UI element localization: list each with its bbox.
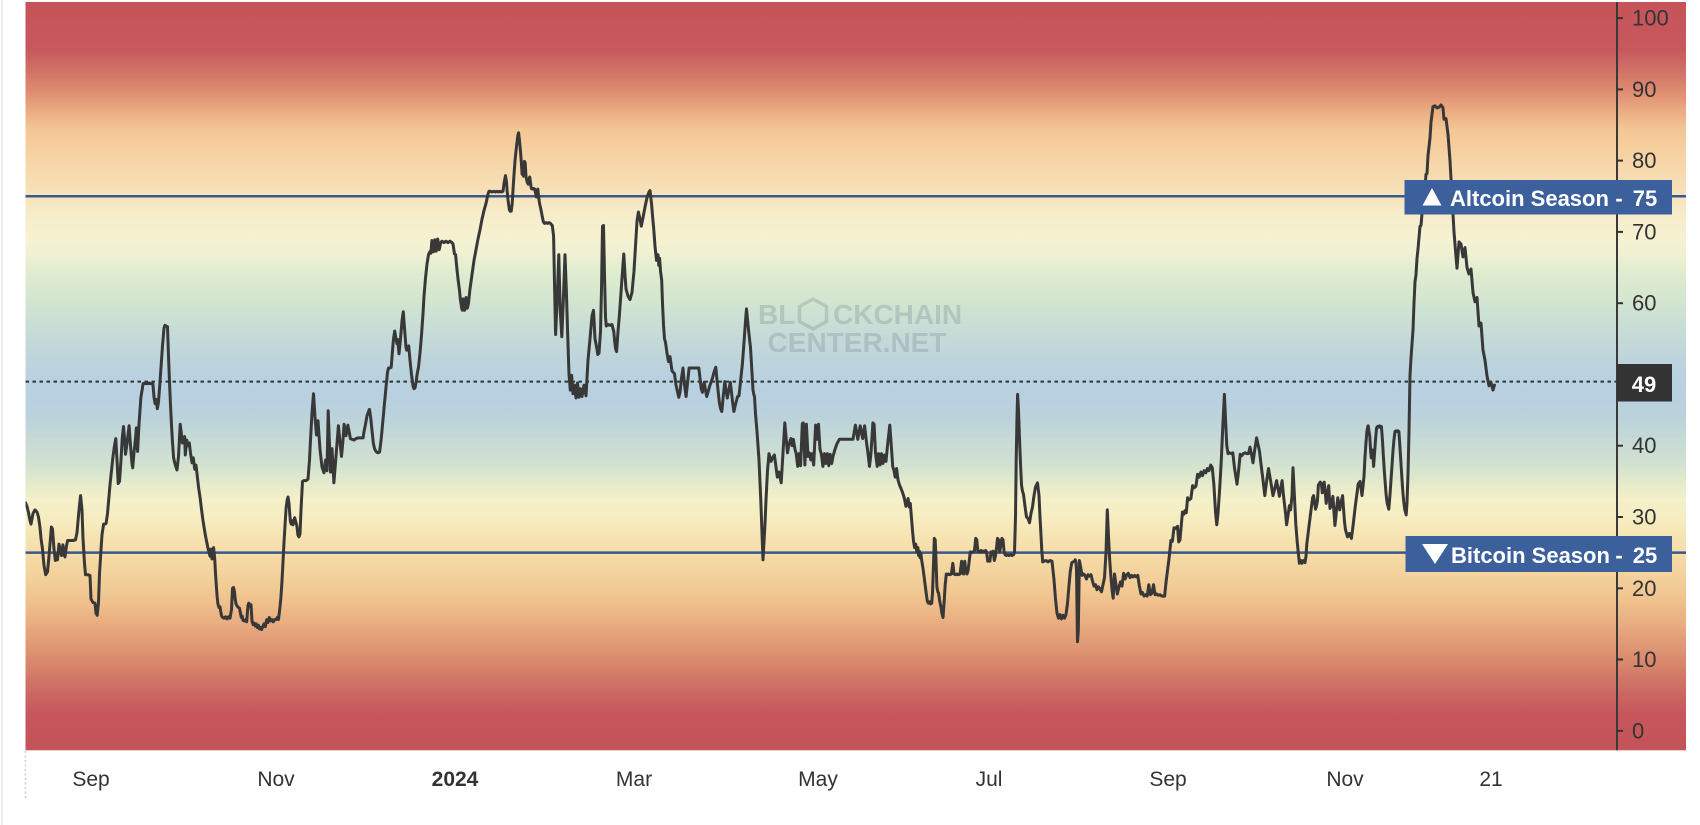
svg-text:25: 25 — [1633, 543, 1657, 568]
svg-text:Sep: Sep — [1149, 768, 1186, 791]
svg-text:2024: 2024 — [432, 768, 479, 791]
svg-text:21: 21 — [1479, 768, 1502, 791]
svg-text:49: 49 — [1632, 372, 1656, 397]
svg-text:-: - — [1615, 186, 1622, 211]
svg-text:-: - — [1615, 543, 1622, 568]
svg-text:May: May — [798, 768, 838, 791]
svg-text:30: 30 — [1632, 505, 1656, 530]
svg-text:40: 40 — [1632, 433, 1656, 458]
svg-text:70: 70 — [1632, 219, 1656, 244]
svg-text:75: 75 — [1633, 186, 1657, 211]
svg-text:Nov: Nov — [1326, 768, 1364, 791]
svg-text:CENTER.NET: CENTER.NET — [768, 327, 947, 358]
svg-text:20: 20 — [1632, 576, 1656, 601]
svg-text:Sep: Sep — [72, 768, 109, 791]
svg-text:Mar: Mar — [616, 768, 652, 791]
svg-text:Altcoin Season: Altcoin Season — [1450, 186, 1609, 211]
svg-text:60: 60 — [1632, 291, 1656, 316]
svg-text:BL: BL — [758, 299, 795, 330]
svg-text:Nov: Nov — [257, 768, 295, 791]
svg-text:Jul: Jul — [976, 768, 1003, 791]
svg-text:Bitcoin Season: Bitcoin Season — [1451, 543, 1610, 568]
svg-text:80: 80 — [1632, 148, 1656, 173]
svg-text:10: 10 — [1632, 647, 1656, 672]
svg-text:100: 100 — [1632, 6, 1669, 31]
svg-text:0: 0 — [1632, 718, 1644, 743]
svg-text:CKCHAIN: CKCHAIN — [833, 299, 962, 330]
svg-text:90: 90 — [1632, 77, 1656, 102]
